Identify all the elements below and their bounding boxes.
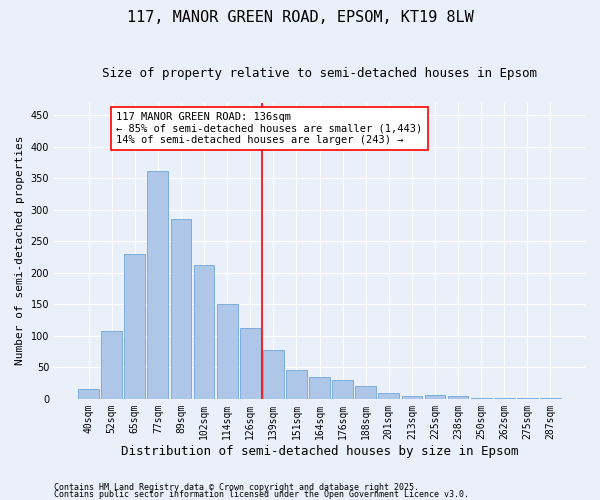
Bar	[448, 396, 469, 399]
Bar	[471, 398, 491, 399]
Bar	[332, 380, 353, 399]
Bar	[101, 330, 122, 399]
Bar	[124, 254, 145, 399]
Text: Contains public sector information licensed under the Open Government Licence v3: Contains public sector information licen…	[54, 490, 469, 499]
Text: 117, MANOR GREEN ROAD, EPSOM, KT19 8LW: 117, MANOR GREEN ROAD, EPSOM, KT19 8LW	[127, 10, 473, 25]
Bar	[309, 378, 330, 399]
Bar	[194, 264, 214, 399]
Bar	[148, 170, 168, 399]
Bar	[517, 398, 538, 399]
Bar	[494, 398, 515, 399]
Bar	[78, 390, 99, 399]
Bar	[401, 396, 422, 399]
Text: 117 MANOR GREEN ROAD: 136sqm
← 85% of semi-detached houses are smaller (1,443)
1: 117 MANOR GREEN ROAD: 136sqm ← 85% of se…	[116, 112, 422, 145]
Bar	[217, 304, 238, 399]
Bar	[263, 350, 284, 399]
Y-axis label: Number of semi-detached properties: Number of semi-detached properties	[15, 136, 25, 366]
Bar	[540, 398, 561, 399]
Title: Size of property relative to semi-detached houses in Epsom: Size of property relative to semi-detach…	[102, 68, 537, 80]
Bar	[379, 392, 399, 399]
Bar	[425, 395, 445, 399]
Bar	[355, 386, 376, 399]
X-axis label: Distribution of semi-detached houses by size in Epsom: Distribution of semi-detached houses by …	[121, 444, 518, 458]
Bar	[240, 328, 260, 399]
Bar	[170, 219, 191, 399]
Text: Contains HM Land Registry data © Crown copyright and database right 2025.: Contains HM Land Registry data © Crown c…	[54, 484, 419, 492]
Bar	[286, 370, 307, 399]
